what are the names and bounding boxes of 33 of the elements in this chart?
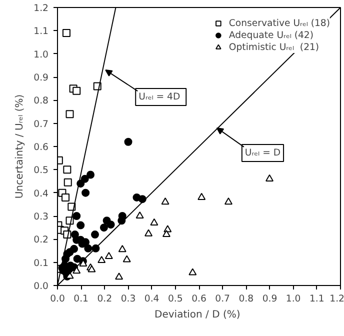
- x-tick-label: 0.3: [120, 294, 136, 304]
- y-tick-label: 0.9: [34, 72, 49, 84]
- y-tick-label: 1.2: [34, 3, 49, 14]
- legend-label: Adequate Uᵣₑₗ (42): [228, 29, 314, 41]
- x-tick-label: 1.0: [286, 294, 301, 304]
- x-tick-label: 0.0: [50, 294, 65, 304]
- y-tick-label: 0.1: [34, 258, 49, 269]
- x-tick-label: 0.1: [74, 294, 89, 304]
- y-tick-label: 0.5: [34, 165, 49, 176]
- annotation: Uᵣₑₗ = D: [244, 147, 281, 158]
- x-tick-label: 0.2: [97, 294, 112, 304]
- x-tick-label: 1.2: [330, 294, 344, 304]
- x-axis-title: Deviation / D (%): [154, 310, 240, 320]
- x-tick-label: 0.5: [168, 294, 183, 304]
- x-tick-label: 1.1: [310, 294, 324, 304]
- y-tick-label: 0.0: [34, 281, 49, 292]
- x-tick-label: 0.8: [238, 294, 254, 304]
- legend-label: Optimistic Uᵣₑₗ (21): [228, 41, 320, 53]
- y-tick-label: 0.2: [34, 234, 49, 246]
- y-tick-label: 0.3: [34, 212, 49, 222]
- x-tick-label: 0.6: [192, 294, 206, 304]
- y-tick-label: 1.1: [34, 26, 49, 38]
- x-tick-label: 0.7: [215, 294, 230, 304]
- y-axis-title: Uncertainty / Uᵣₑₗ (%): [14, 94, 26, 199]
- legend-label: Conservative Uᵣₑₗ (18): [228, 17, 330, 29]
- y-tick-label: 0.4: [34, 188, 49, 200]
- y-tick-label: 0.6: [34, 142, 49, 153]
- x-tick-label: 0.9: [262, 294, 278, 304]
- y-tick-label: 0.7: [34, 118, 49, 130]
- annotation: Uᵣₑₗ = 4D: [138, 92, 180, 103]
- y-tick-label: 0.8: [34, 96, 49, 107]
- x-tick-label: 0.4: [144, 294, 160, 304]
- y-tick-label: 1.0: [34, 49, 49, 60]
